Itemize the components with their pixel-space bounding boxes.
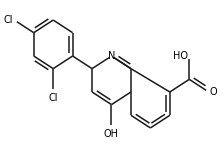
Text: N: N xyxy=(108,51,115,61)
Text: OH: OH xyxy=(104,129,119,139)
Text: Cl: Cl xyxy=(4,15,13,25)
Text: Cl: Cl xyxy=(48,93,58,103)
Text: HO: HO xyxy=(173,51,188,61)
Text: O: O xyxy=(210,87,217,97)
